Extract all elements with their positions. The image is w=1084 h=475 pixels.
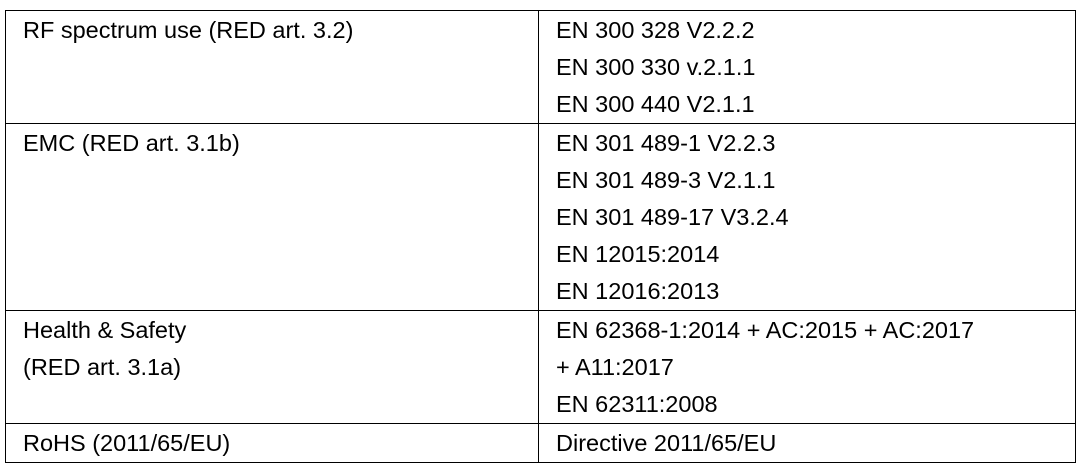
category-cell: RoHS (2011/65/EU): [5, 423, 539, 463]
standard-text: Directive 2011/65/EU: [556, 430, 777, 456]
standard-text: EN 62311:2008: [556, 391, 718, 417]
standard-text: EN 300 330 v.2.1.1: [556, 54, 756, 80]
standard-text: + A11:2017: [556, 354, 674, 380]
standard-text: EN 301 489-3 V2.1.1: [556, 167, 776, 193]
standard-text: EN 300 328 V2.2.2: [556, 17, 755, 43]
category-text: EMC (RED art. 3.1b): [23, 130, 240, 156]
standard-text: EN 12015:2014: [556, 241, 720, 267]
standards-table: RF spectrum use (RED art. 3.2) EN 300 328…: [5, 10, 1076, 463]
table-row: EMC (RED art. 3.1b) EN 301 489-1 V2.2.3 EN…: [5, 123, 1076, 311]
standard-text: EN 12016:2013: [556, 278, 720, 304]
category-text: RF spectrum use (RED art. 3.2): [23, 17, 354, 43]
standards-cell: EN 62368-1:2014 + AC:2015 + AC:2017 + A11…: [538, 310, 1076, 424]
standards-cell: EN 300 328 V2.2.2 EN 300 330 v.2.1.1 EN 30…: [538, 10, 1076, 124]
table-row: RoHS (2011/65/EU) Directive 2011/65/EU: [5, 423, 1076, 463]
category-cell: RF spectrum use (RED art. 3.2): [5, 10, 539, 124]
category-text: Health & Safety: [23, 317, 187, 343]
standard-text: EN 301 489-1 V2.2.3: [556, 130, 776, 156]
table-row: RF spectrum use (RED art. 3.2) EN 300 328…: [5, 10, 1076, 124]
standard-text: EN 301 489-17 V3.2.4: [556, 204, 789, 230]
standards-cell: Directive 2011/65/EU: [538, 423, 1076, 463]
category-cell: EMC (RED art. 3.1b): [5, 123, 539, 311]
category-cell: Health & Safety (RED art. 3.1a): [5, 310, 539, 424]
standards-cell: EN 301 489-1 V2.2.3 EN 301 489-3 V2.1.1 EN…: [538, 123, 1076, 311]
standard-text: EN 300 440 V2.1.1: [556, 91, 755, 117]
category-text: RoHS (2011/65/EU): [23, 430, 231, 456]
table-row: Health & Safety (RED art. 3.1a) EN 62368-1…: [5, 310, 1076, 424]
category-text: (RED art. 3.1a): [23, 354, 182, 380]
standard-text: EN 62368-1:2014 + AC:2015 + AC:2017: [556, 317, 975, 343]
